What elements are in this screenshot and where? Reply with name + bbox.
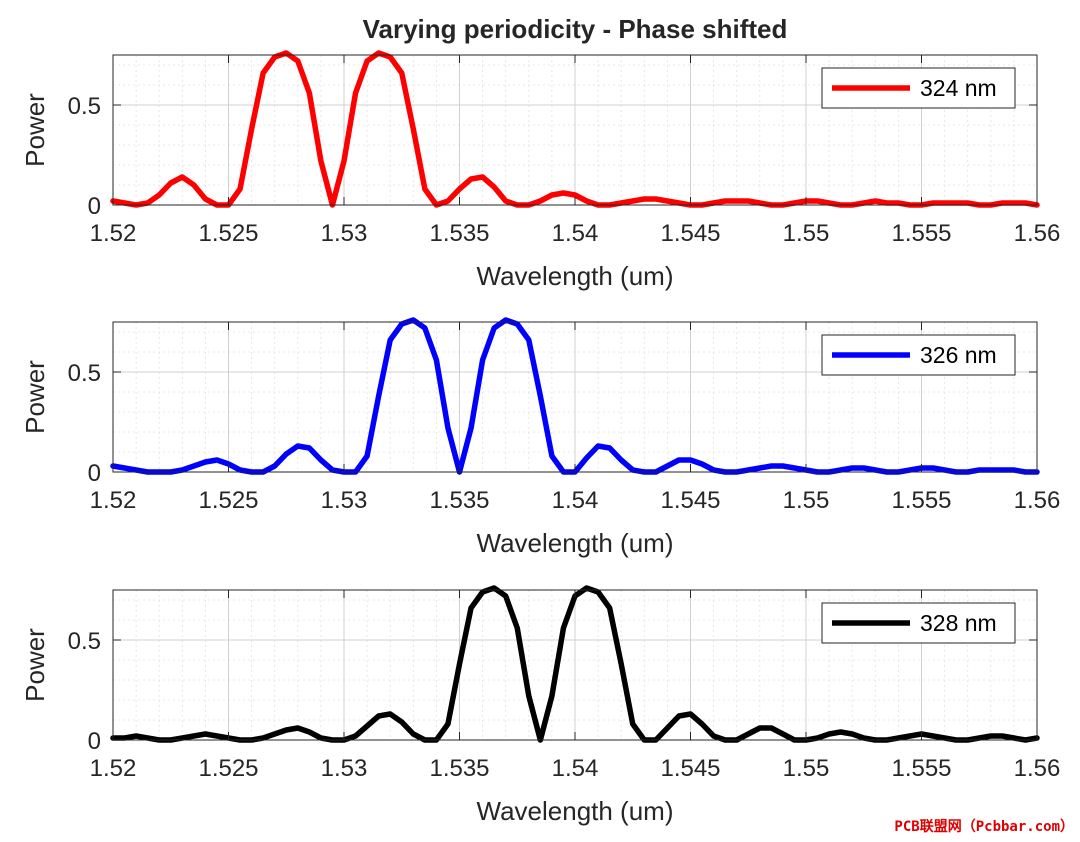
x-tick-label: 1.525 [198, 220, 258, 247]
x-tick-label: 1.52 [90, 487, 137, 514]
x-tick-label: 1.545 [660, 487, 720, 514]
x-tick-label: 1.555 [891, 755, 951, 782]
subplot-1: 1.52 1.525 1.53 1.535 1.54 1.545 1.55 1.555 1.56… [20, 50, 1061, 291]
y-tick-label: 0 [88, 193, 101, 220]
x-tick-label: 1.555 [891, 487, 951, 514]
x-tick-label: 1.55 [783, 755, 830, 782]
x-axis-label: Wavelength (um) [477, 261, 674, 291]
x-tick-label: 1.535 [429, 755, 489, 782]
legend: 328 nm [821, 602, 1016, 644]
x-axis-label: Wavelength (um) [477, 796, 674, 826]
legend-label: 324 nm [920, 75, 997, 101]
y-tick-label: 0.5 [68, 93, 101, 120]
watermark: PCB联盟网（Pcbbar.com） [894, 819, 1074, 835]
x-tick-label: 1.52 [90, 220, 137, 247]
y-tick-label: 0 [88, 460, 101, 487]
x-tick-label: 1.53 [321, 220, 368, 247]
x-tick-label: 1.53 [321, 487, 368, 514]
y-tick-label: 0 [88, 728, 101, 755]
legend-label: 328 nm [920, 610, 997, 636]
x-tick-label: 1.545 [660, 755, 720, 782]
figure-title: Varying periodicity - Phase shifted [363, 14, 788, 44]
x-axis-label: Wavelength (um) [477, 528, 674, 558]
x-tick-label: 1.555 [891, 220, 951, 247]
x-tick-label: 1.55 [783, 487, 830, 514]
y-tick-label: 0.5 [68, 360, 101, 387]
y-tick-label: 0.5 [68, 628, 101, 655]
x-tick-label: 1.54 [552, 220, 599, 247]
x-tick-label: 1.56 [1014, 487, 1061, 514]
x-tick-label: 1.56 [1014, 220, 1061, 247]
x-tick-label: 1.56 [1014, 755, 1061, 782]
x-tick-label: 1.54 [552, 755, 599, 782]
x-tick-label: 1.535 [429, 487, 489, 514]
x-tick-label: 1.525 [198, 755, 258, 782]
x-tick-label: 1.52 [90, 755, 137, 782]
x-tick-label: 1.53 [321, 755, 368, 782]
x-tick-label: 1.535 [429, 220, 489, 247]
legend: 326 nm [821, 334, 1016, 376]
y-axis-label: Power [20, 93, 50, 167]
y-axis-label: Power [20, 628, 50, 702]
x-tick-label: 1.55 [783, 220, 830, 247]
legend: 324 nm [821, 67, 1016, 109]
x-tick-label: 1.545 [660, 220, 720, 247]
y-axis-label: Power [20, 360, 50, 434]
x-tick-label: 1.525 [198, 487, 258, 514]
subplot-3: 1.52 1.525 1.53 1.535 1.54 1.545 1.55 1.555 1.56… [20, 585, 1061, 826]
subplot-2: 1.52 1.525 1.53 1.535 1.54 1.545 1.55 1.555 1.56… [20, 317, 1061, 558]
series-line [110, 50, 1040, 208]
subplots: 1.52 1.525 1.53 1.535 1.54 1.545 1.55 1.555 1.56… [20, 50, 1061, 826]
x-tick-label: 1.54 [552, 487, 599, 514]
legend-label: 326 nm [920, 342, 997, 368]
